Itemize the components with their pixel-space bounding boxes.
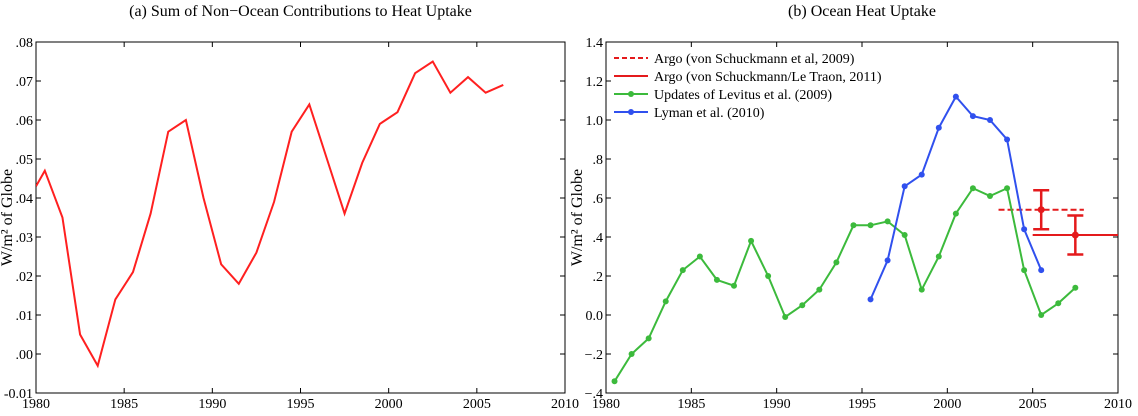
marker bbox=[867, 296, 874, 303]
x-tick-label: 2000 bbox=[933, 397, 961, 411]
y-tick-label: 1.0 bbox=[586, 114, 604, 129]
marker bbox=[884, 257, 891, 264]
marker bbox=[782, 313, 789, 320]
legend-label: Argo (von Schuckmann/Le Traon, 2011) bbox=[654, 70, 882, 85]
x-tick-label: 2005 bbox=[463, 397, 491, 411]
marker bbox=[1072, 284, 1079, 291]
marker bbox=[731, 282, 737, 289]
x-tick-label: 2000 bbox=[375, 397, 403, 411]
y-tick-label: −.2 bbox=[585, 348, 603, 363]
x-tick-label: 2010 bbox=[551, 397, 579, 411]
marker bbox=[662, 298, 669, 305]
marker bbox=[987, 193, 993, 200]
y-tick-label: .05 bbox=[16, 153, 34, 168]
marker bbox=[1021, 226, 1028, 233]
y-tick-label: .2 bbox=[593, 270, 604, 285]
x-tick-label: 2010 bbox=[1104, 397, 1132, 411]
x-tick-label: 1995 bbox=[287, 397, 315, 411]
x-tick-label: 1990 bbox=[198, 397, 226, 411]
marker bbox=[901, 183, 908, 190]
marker bbox=[696, 253, 703, 260]
legend-marker bbox=[628, 91, 634, 97]
marker bbox=[935, 253, 942, 260]
plot-frame bbox=[605, 41, 1119, 394]
marker bbox=[748, 237, 755, 244]
x-tick-label: 1990 bbox=[763, 397, 791, 411]
x-tick-label: 1985 bbox=[677, 397, 705, 411]
marker bbox=[850, 222, 857, 229]
y-tick-label: 0.0 bbox=[586, 309, 604, 324]
marker bbox=[969, 185, 976, 192]
marker bbox=[1004, 136, 1011, 143]
marker bbox=[1004, 185, 1011, 192]
series-line bbox=[613, 186, 1077, 382]
marker bbox=[987, 117, 993, 123]
marker bbox=[1021, 267, 1028, 274]
marker bbox=[918, 286, 925, 293]
plot-area bbox=[36, 60, 504, 369]
marker bbox=[901, 232, 908, 239]
x-tick-label: 2005 bbox=[1019, 397, 1047, 411]
x-tick-label: 1980 bbox=[592, 397, 620, 411]
y-tick-label: .01 bbox=[16, 309, 34, 324]
marker bbox=[611, 378, 618, 385]
y-tick-label: .00 bbox=[16, 348, 34, 363]
series-line bbox=[36, 60, 504, 369]
marker bbox=[713, 276, 720, 283]
y-tick-label: .6 bbox=[593, 192, 604, 207]
y-tick-label: .06 bbox=[16, 114, 34, 129]
y-tick-label: .08 bbox=[16, 36, 34, 51]
chart-title: (b) Ocean Heat Uptake bbox=[788, 3, 936, 20]
marker bbox=[935, 124, 942, 131]
y-tick-label: −.4 bbox=[585, 387, 603, 402]
y-tick-label: .4 bbox=[593, 231, 604, 246]
y-tick-label: .02 bbox=[16, 270, 34, 285]
marker bbox=[952, 93, 959, 100]
marker bbox=[679, 267, 686, 274]
y-tick-label: 1.4 bbox=[586, 36, 604, 51]
plot-frame bbox=[35, 41, 566, 394]
x-tick-label: 1995 bbox=[848, 397, 876, 411]
y-axis-label: W/m² of Globe bbox=[0, 169, 16, 266]
marker bbox=[952, 210, 959, 217]
y-axis-label: W/m² of Globe bbox=[569, 169, 586, 266]
marker bbox=[1038, 312, 1045, 318]
marker bbox=[799, 302, 806, 309]
legend-label: Lyman et al. (2010) bbox=[654, 106, 765, 121]
x-tick-label: 1985 bbox=[110, 397, 138, 411]
y-tick-label: .04 bbox=[16, 192, 34, 207]
marker bbox=[1071, 231, 1079, 239]
y-tick-label: 1.2 bbox=[586, 75, 604, 90]
marker bbox=[1038, 267, 1045, 274]
chart-title: (a) Sum of Non−Ocean Contributions to He… bbox=[129, 3, 472, 20]
marker bbox=[628, 351, 635, 357]
marker bbox=[918, 171, 925, 178]
series-line bbox=[869, 94, 1043, 300]
y-tick-label: -0.01 bbox=[4, 387, 33, 402]
marker bbox=[969, 113, 976, 120]
marker bbox=[816, 286, 823, 293]
y-tick-label: .07 bbox=[16, 75, 34, 90]
y-tick-label: .03 bbox=[16, 231, 34, 246]
plot-area bbox=[611, 93, 1118, 385]
legend-marker bbox=[628, 109, 634, 115]
marker bbox=[645, 335, 652, 342]
marker bbox=[1037, 206, 1045, 214]
y-tick-label: .8 bbox=[593, 153, 604, 168]
marker bbox=[867, 222, 874, 229]
marker bbox=[1055, 300, 1062, 307]
legend-label: Updates of Levitus et al. (2009) bbox=[654, 88, 832, 103]
marker bbox=[765, 273, 772, 279]
legend-label: Argo (von Schuckmann et al, 2009) bbox=[654, 52, 855, 67]
x-tick-label: 1980 bbox=[22, 397, 50, 411]
marker bbox=[833, 259, 840, 266]
marker bbox=[884, 218, 891, 225]
